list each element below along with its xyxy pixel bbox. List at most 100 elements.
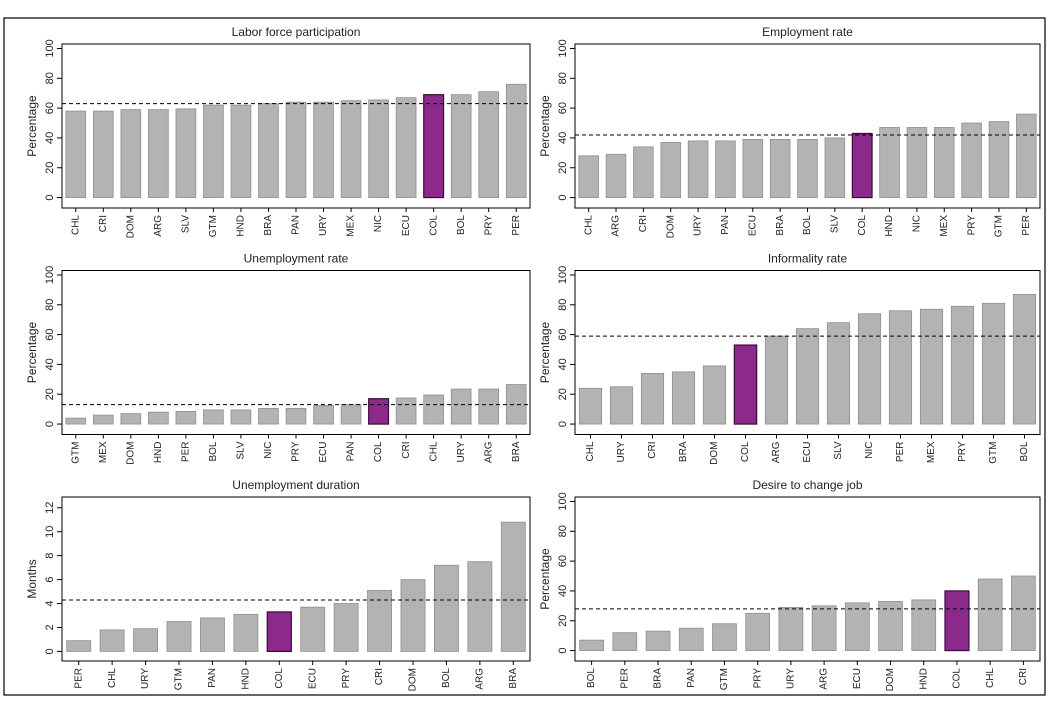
x-tick-label: ECU bbox=[318, 442, 329, 463]
x-tick-label: ARG bbox=[483, 441, 494, 463]
bar bbox=[1016, 113, 1037, 198]
x-tick-label: CHL bbox=[428, 441, 439, 461]
x-tick-label: URY bbox=[140, 668, 151, 689]
bar bbox=[733, 344, 758, 425]
x-tick-label: SLV bbox=[236, 441, 247, 459]
bar bbox=[65, 417, 87, 425]
x-tick-label: GTM bbox=[994, 215, 1005, 237]
x-tick-label: PAN bbox=[686, 668, 697, 688]
x-tick-label: BOL bbox=[1019, 441, 1030, 461]
y-tick-label: 0 bbox=[44, 648, 56, 654]
y-tick-label: 80 bbox=[557, 525, 569, 537]
y-tick-label: 0 bbox=[44, 195, 56, 201]
x-tick-label: CHL bbox=[107, 668, 118, 688]
x-tick-label: COL bbox=[740, 441, 751, 462]
bar bbox=[605, 153, 627, 198]
bar bbox=[888, 310, 913, 425]
x-tick-label: URY bbox=[693, 215, 704, 236]
x-tick-label: ARG bbox=[819, 668, 830, 690]
bar bbox=[851, 132, 873, 199]
x-tick-label: PRY bbox=[966, 215, 977, 236]
bar bbox=[285, 101, 307, 198]
y-tick-label: 20 bbox=[44, 388, 56, 400]
x-tick-label: BRA bbox=[511, 441, 522, 462]
bar bbox=[266, 611, 292, 653]
x-tick-label: NIC bbox=[912, 215, 923, 232]
y-tick-label: 20 bbox=[557, 615, 569, 627]
x-tick-label: PRY bbox=[341, 668, 352, 689]
x-tick-label: MEX bbox=[346, 215, 357, 237]
bar bbox=[702, 365, 727, 425]
x-tick-label: HND bbox=[236, 215, 247, 237]
y-tick-label: 20 bbox=[557, 162, 569, 174]
x-tick-label: CHL bbox=[583, 215, 594, 235]
x-tick-label: ARG bbox=[474, 668, 485, 690]
bar bbox=[911, 599, 937, 651]
y-tick-label: 100 bbox=[44, 39, 56, 57]
x-tick-label: ECU bbox=[802, 442, 813, 463]
x-tick-label: GTM bbox=[208, 215, 219, 237]
bar bbox=[609, 386, 634, 425]
x-tick-label: PAN bbox=[207, 668, 218, 688]
x-tick-label: GTM bbox=[174, 668, 185, 690]
bar bbox=[988, 121, 1010, 198]
x-tick-label: PRY bbox=[291, 441, 302, 462]
bar bbox=[175, 108, 197, 198]
x-tick-label: HND bbox=[884, 215, 895, 237]
bar bbox=[769, 139, 791, 198]
bar bbox=[1012, 293, 1037, 425]
bar bbox=[981, 302, 1006, 425]
y-tick-label: 40 bbox=[557, 132, 569, 144]
bar bbox=[120, 413, 142, 425]
plot-frame bbox=[61, 43, 531, 209]
bar bbox=[671, 371, 696, 425]
bar bbox=[258, 408, 279, 425]
y-tick-label: 80 bbox=[44, 299, 56, 311]
x-tick-label: BOL bbox=[456, 215, 467, 235]
bar bbox=[423, 94, 445, 199]
bar bbox=[505, 384, 527, 425]
chart-title: Unemployment duration bbox=[232, 478, 359, 492]
bar bbox=[230, 409, 252, 425]
bar bbox=[977, 578, 1003, 651]
x-tick-label: PAN bbox=[291, 215, 302, 235]
y-tick-label: 20 bbox=[44, 162, 56, 174]
x-tick-label: CHL bbox=[585, 441, 596, 461]
x-tick-label: CRI bbox=[638, 215, 649, 232]
y-tick-label: 60 bbox=[557, 102, 569, 114]
bar bbox=[340, 100, 362, 198]
y-tick-label: 0 bbox=[557, 648, 569, 654]
bar bbox=[478, 91, 500, 198]
y-tick-label: 100 bbox=[557, 39, 569, 57]
x-tick-label: URY bbox=[616, 441, 627, 462]
y-tick-label: 100 bbox=[44, 266, 56, 284]
bar bbox=[148, 109, 169, 198]
x-tick-label: DOM bbox=[709, 442, 720, 465]
x-tick-label: ECU bbox=[747, 215, 758, 236]
y-axis-label: Months bbox=[25, 559, 39, 598]
x-tick-label: ARG bbox=[771, 441, 782, 463]
bar bbox=[478, 388, 500, 425]
bar bbox=[66, 640, 92, 652]
bar bbox=[400, 579, 426, 652]
y-tick-label: 60 bbox=[44, 102, 56, 114]
bar bbox=[505, 83, 527, 198]
bar bbox=[175, 410, 197, 425]
bar bbox=[633, 146, 654, 198]
bar bbox=[120, 109, 142, 198]
bar bbox=[645, 630, 671, 651]
bar bbox=[133, 628, 159, 652]
chart-title: Employment rate bbox=[762, 25, 853, 39]
bar bbox=[450, 94, 472, 198]
x-tick-label: PER bbox=[619, 668, 630, 689]
x-tick-label: PER bbox=[73, 668, 84, 689]
y-axis-label: Percentage bbox=[25, 95, 39, 157]
y-tick-label: 60 bbox=[557, 555, 569, 567]
bar bbox=[844, 602, 870, 651]
x-tick-label: BRA bbox=[653, 668, 664, 689]
bar bbox=[368, 398, 390, 425]
plot-frame bbox=[574, 270, 1041, 435]
x-tick-label: CHL bbox=[985, 668, 996, 688]
bar bbox=[203, 409, 224, 425]
